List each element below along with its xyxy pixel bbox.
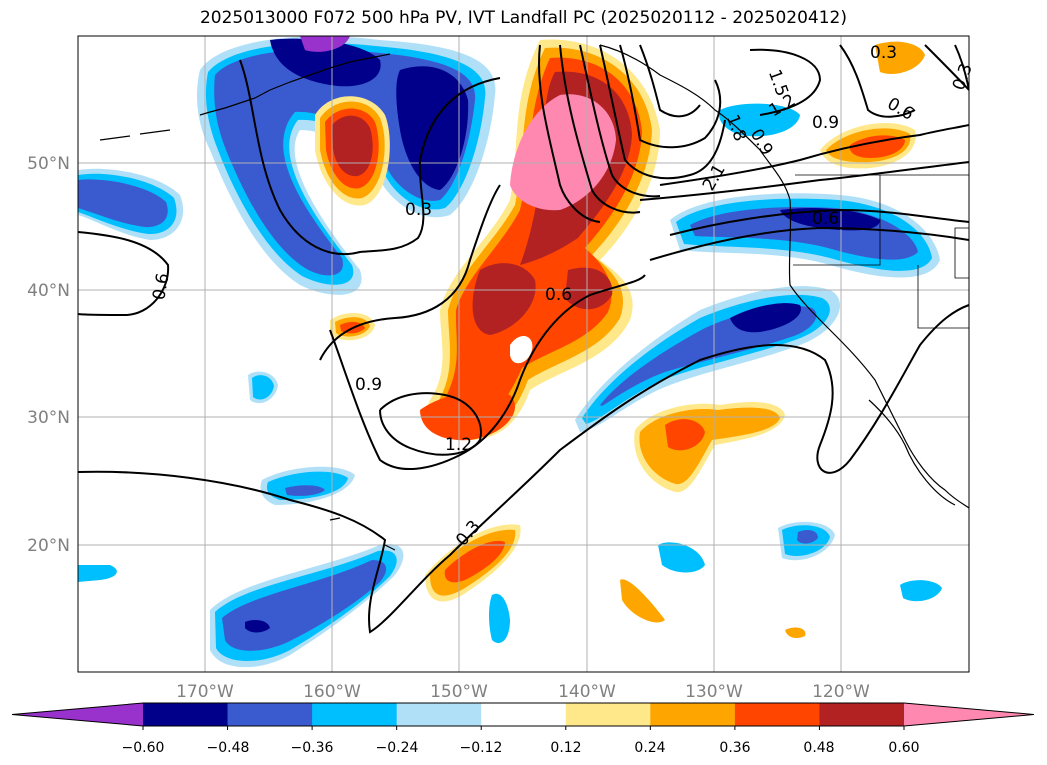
contour-label-0-6-center: 0.6 [545,285,572,305]
colorbar [11,702,1035,730]
contour-label-0-9-center: 0.9 [355,375,382,395]
colorbar-segment [396,703,482,726]
colorbar-segment [819,703,905,726]
longitude-labels: 170°W 160°W 150°W 140°W 130°W 120°W [176,682,870,702]
colorbar-tick-label: −0.12 [460,740,503,756]
negative-anomaly-coast [670,103,940,278]
colorbar-tick-label: −0.48 [207,740,250,756]
lat-label-40n: 40°N [27,281,70,301]
colorbar-tick-label: 0.60 [888,740,919,756]
colorbar-segment [227,703,313,726]
negative-anomaly-subtropical [78,168,942,668]
colorbar-tick-label: −0.24 [376,740,419,756]
colorbar-extend-max [904,703,1034,726]
colorbar-segment [565,703,651,726]
pv-contours [78,44,969,634]
lat-label-50n: 50°N [27,154,70,174]
colorbar-tick-label: −0.60 [122,740,165,756]
lon-label-150w: 150°W [430,682,488,702]
colorbar-tick-label: 0.12 [550,740,581,756]
lon-label-130w: 130°W [685,682,743,702]
colorbar-extend-min [12,703,143,726]
lon-label-140w: 140°W [558,682,616,702]
map-frame [77,35,970,673]
lon-label-170w: 170°W [176,682,234,702]
filled-anomalies [78,36,942,668]
lon-label-120w: 120°W [812,682,870,702]
positive-anomaly-west [315,96,390,206]
contour-label-0-6-west: 0.6 [149,272,173,302]
colorbar-segment [312,703,398,726]
positive-anomaly-south-hook [420,390,516,441]
contour-label-0-3-north: 0.3 [405,200,432,220]
coastlines [99,44,969,551]
borders [793,174,969,329]
colorbar-segment [734,703,820,726]
colorbar-tick-label: 0.24 [634,740,665,756]
colorbar-labels: −0.60 −0.48 −0.36 −0.24 −0.12 0.12 0.24 … [122,740,920,756]
lon-label-160w: 160°W [303,682,361,702]
gridlines [78,36,969,672]
contour-label-0-9-east: 0.9 [812,113,839,133]
colorbar-segment [650,703,736,726]
colorbar-tick-label: 0.36 [719,740,750,756]
negative-anomaly-band [575,286,840,432]
contour-label-0-6-coast: 0.6 [812,209,839,229]
colorbar-segment [481,703,567,726]
negative-anomaly-north [197,36,496,295]
map-title: 2025013000 F072 500 hPa PV, IVT Landfall… [199,8,847,28]
positive-anomaly-subtropical [425,402,806,638]
contour-label-0-3-north-east: 0.3 [870,43,897,63]
lat-label-30n: 30°N [27,408,70,428]
colorbar-tick-label: −0.36 [291,740,334,756]
colorbar-segment [143,703,229,726]
latitude-labels: 50°N 40°N 30°N 20°N [27,154,70,556]
lat-label-20n: 20°N [27,536,70,556]
colorbar-tick-label: 0.48 [803,740,834,756]
contour-label-1-2-center: 1.2 [445,435,472,455]
